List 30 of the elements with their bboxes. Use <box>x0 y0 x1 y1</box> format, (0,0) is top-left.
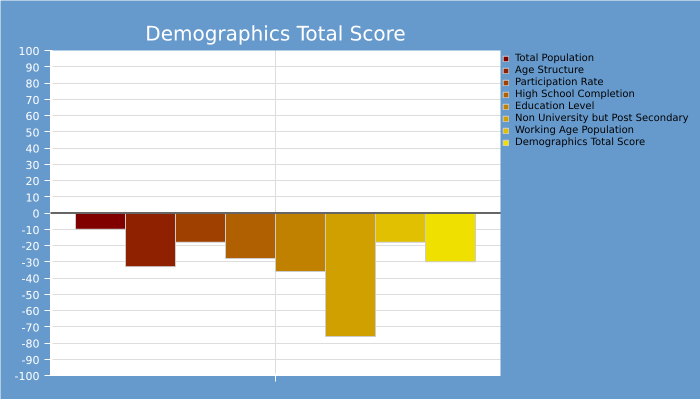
y-tick-label: -30 <box>22 256 40 270</box>
y-tick-label: -70 <box>22 321 40 334</box>
y-tick-label: -50 <box>22 288 40 302</box>
y-tick-label: 20 <box>26 175 40 188</box>
y-tick-label: 70 <box>26 94 40 107</box>
y-tick-label: 30 <box>26 158 40 172</box>
y-tick-label: 10 <box>26 191 40 204</box>
legend-label: Demographics Total Score <box>515 136 646 148</box>
y-tick-label: 50 <box>26 126 40 140</box>
chart-title: Demographics Total Score <box>145 22 406 46</box>
y-tick-label: 0 <box>32 208 40 220</box>
legend-label: Education Level <box>515 100 594 112</box>
y-tick-label: -20 <box>22 240 40 253</box>
legend-label: Total Population <box>515 52 594 64</box>
y-tick-label: -40 <box>22 272 40 286</box>
legend-label: High School Completion <box>515 88 635 100</box>
y-tick-label: -10 <box>22 224 40 237</box>
legend-label: Non University but Post Secondary <box>515 112 689 124</box>
y-tick-label: 100 <box>18 45 40 58</box>
y-tick-label: 40 <box>26 142 40 156</box>
legend-label: Age Structure <box>515 64 584 76</box>
y-tick-label: -100 <box>14 370 40 383</box>
y-tick-label: 80 <box>26 78 40 90</box>
y-tick-label: -80 <box>22 338 40 350</box>
y-tick-label: 60 <box>26 110 40 123</box>
y-tick-label: -90 <box>22 354 40 367</box>
y-tick-label: -60 <box>22 305 40 318</box>
legend-label: Participation Rate <box>515 76 604 88</box>
legend-label: Working Age Population <box>515 124 634 136</box>
y-tick-label: 90 <box>26 61 40 74</box>
